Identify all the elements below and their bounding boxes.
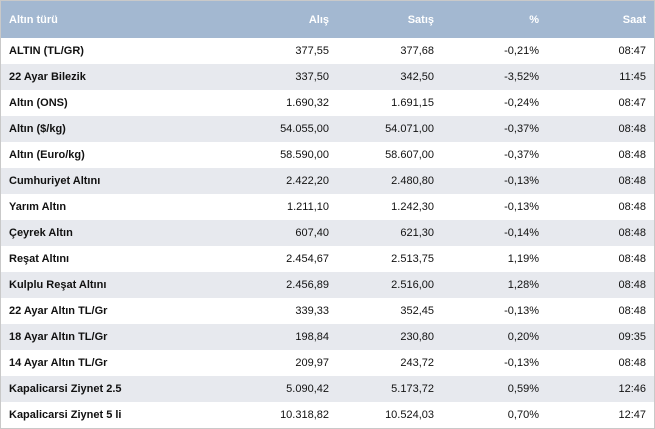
cell-time: 08:48: [618, 305, 646, 317]
cell-sell: 342,50: [400, 71, 434, 83]
header-change-percent: %: [529, 13, 539, 26]
cell-sell: 54.071,00: [385, 123, 434, 135]
cell-gold-type: Yarım Altın: [9, 201, 67, 213]
cell-change-percent: -0,37%: [504, 149, 539, 161]
cell-time: 08:48: [618, 253, 646, 265]
table-row: 18 Ayar Altın TL/Gr 198,84 230,80 0,20% …: [1, 324, 654, 350]
table-body: ALTIN (TL/GR) 377,55 377,68 -0,21% 08:47…: [1, 38, 654, 428]
cell-gold-type: Reşat Altını: [9, 253, 70, 265]
header-gold-type: Altın türü: [9, 13, 58, 26]
table-row: Kapalicarsi Ziynet 5 li 10.318,82 10.524…: [1, 402, 654, 428]
cell-gold-type: ALTIN (TL/GR): [9, 45, 84, 57]
cell-time: 08:48: [618, 357, 646, 369]
cell-change-percent: 0,59%: [507, 383, 539, 395]
cell-gold-type: Cumhuriyet Altını: [9, 175, 101, 187]
cell-change-percent: -0,24%: [504, 97, 539, 109]
cell-time: 08:48: [618, 149, 646, 161]
cell-change-percent: 0,20%: [507, 331, 539, 343]
table-row: Kulplu Reşat Altını 2.456,89 2.516,00 1,…: [1, 272, 654, 298]
cell-sell: 2.513,75: [391, 253, 434, 265]
header-sell: Satış: [407, 13, 434, 26]
cell-gold-type: 14 Ayar Altın TL/Gr: [9, 357, 108, 369]
cell-change-percent: -0,13%: [504, 357, 539, 369]
cell-time: 09:35: [618, 331, 646, 343]
cell-change-percent: -0,13%: [504, 201, 539, 213]
cell-gold-type: Altın (ONS): [9, 97, 68, 109]
cell-buy: 1.211,10: [286, 201, 329, 213]
cell-time: 08:47: [618, 45, 646, 57]
cell-sell: 1.691,15: [391, 97, 434, 109]
cell-change-percent: -0,13%: [504, 305, 539, 317]
cell-buy: 607,40: [295, 227, 329, 239]
header-time: Saat: [622, 13, 646, 26]
table-row: Cumhuriyet Altını 2.422,20 2.480,80 -0,1…: [1, 168, 654, 194]
table-row: Kapalicarsi Ziynet 2.5 5.090,42 5.173,72…: [1, 376, 654, 402]
table-row: ALTIN (TL/GR) 377,55 377,68 -0,21% 08:47: [1, 38, 654, 64]
header-buy: Alış: [308, 13, 329, 26]
cell-time: 08:48: [618, 123, 646, 135]
cell-buy: 5.090,42: [286, 383, 329, 395]
cell-sell: 243,72: [400, 357, 434, 369]
table-row: 22 Ayar Bilezik 337,50 342,50 -3,52% 11:…: [1, 64, 654, 90]
cell-change-percent: -0,21%: [504, 45, 539, 57]
table-row: Çeyrek Altın 607,40 621,30 -0,14% 08:48: [1, 220, 654, 246]
cell-time: 08:48: [618, 201, 646, 213]
table-row: Altın (ONS) 1.690,32 1.691,15 -0,24% 08:…: [1, 90, 654, 116]
cell-change-percent: -3,52%: [504, 71, 539, 83]
table-header-row: Altın türü Alış Satış % Saat: [1, 1, 654, 38]
cell-gold-type: Kulplu Reşat Altını: [9, 279, 107, 291]
table-row: Reşat Altını 2.454,67 2.513,75 1,19% 08:…: [1, 246, 654, 272]
cell-time: 12:46: [618, 383, 646, 395]
cell-gold-type: Altın ($/kg): [9, 123, 66, 135]
cell-change-percent: -0,14%: [504, 227, 539, 239]
cell-buy: 1.690,32: [286, 97, 329, 109]
cell-time: 12:47: [618, 409, 646, 421]
table-row: 22 Ayar Altın TL/Gr 339,33 352,45 -0,13%…: [1, 298, 654, 324]
cell-time: 11:45: [619, 71, 646, 83]
cell-buy: 198,84: [295, 331, 329, 343]
cell-sell: 58.607,00: [385, 149, 434, 161]
cell-time: 08:48: [618, 227, 646, 239]
cell-gold-type: 22 Ayar Altın TL/Gr: [9, 305, 108, 317]
table-row: Yarım Altın 1.211,10 1.242,30 -0,13% 08:…: [1, 194, 654, 220]
cell-change-percent: 1,19%: [507, 253, 539, 265]
cell-buy: 58.590,00: [280, 149, 329, 161]
cell-sell: 2.516,00: [391, 279, 434, 291]
cell-time: 08:48: [618, 279, 646, 291]
cell-sell: 621,30: [400, 227, 434, 239]
cell-buy: 377,55: [295, 45, 329, 57]
cell-sell: 5.173,72: [391, 383, 434, 395]
cell-gold-type: 18 Ayar Altın TL/Gr: [9, 331, 108, 343]
cell-change-percent: 0,70%: [507, 409, 539, 421]
cell-sell: 1.242,30: [391, 201, 434, 213]
cell-gold-type: Kapalicarsi Ziynet 2.5: [9, 383, 122, 395]
cell-buy: 2.456,89: [286, 279, 329, 291]
cell-buy: 54.055,00: [280, 123, 329, 135]
cell-time: 08:47: [618, 97, 646, 109]
cell-gold-type: Kapalicarsi Ziynet 5 li: [9, 409, 122, 421]
cell-change-percent: -0,13%: [504, 175, 539, 187]
cell-sell: 10.524,03: [385, 409, 434, 421]
cell-gold-type: 22 Ayar Bilezik: [9, 71, 86, 83]
cell-buy: 2.454,67: [286, 253, 329, 265]
cell-buy: 337,50: [295, 71, 329, 83]
table-row: Altın (Euro/kg) 58.590,00 58.607,00 -0,3…: [1, 142, 654, 168]
cell-buy: 339,33: [295, 305, 329, 317]
cell-sell: 352,45: [400, 305, 434, 317]
cell-sell: 377,68: [400, 45, 434, 57]
table-row: 14 Ayar Altın TL/Gr 209,97 243,72 -0,13%…: [1, 350, 654, 376]
cell-sell: 230,80: [400, 331, 434, 343]
cell-buy: 10.318,82: [280, 409, 329, 421]
table-row: Altın ($/kg) 54.055,00 54.071,00 -0,37% …: [1, 116, 654, 142]
cell-sell: 2.480,80: [391, 175, 434, 187]
cell-buy: 2.422,20: [286, 175, 329, 187]
cell-time: 08:48: [618, 175, 646, 187]
cell-change-percent: -0,37%: [504, 123, 539, 135]
cell-change-percent: 1,28%: [507, 279, 539, 291]
cell-buy: 209,97: [295, 357, 329, 369]
cell-gold-type: Altın (Euro/kg): [9, 149, 85, 161]
cell-gold-type: Çeyrek Altın: [9, 227, 73, 239]
